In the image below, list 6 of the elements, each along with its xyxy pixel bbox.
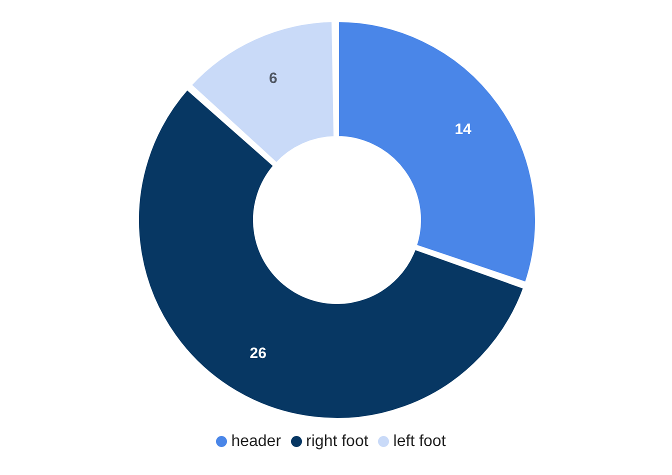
data-label: 6 (269, 70, 278, 88)
data-label: 26 (250, 345, 266, 362)
legend-label: left foot (393, 433, 446, 450)
legend-label: header (231, 433, 282, 450)
data-label: 14 (454, 121, 472, 138)
legend-label: right foot (306, 433, 368, 450)
